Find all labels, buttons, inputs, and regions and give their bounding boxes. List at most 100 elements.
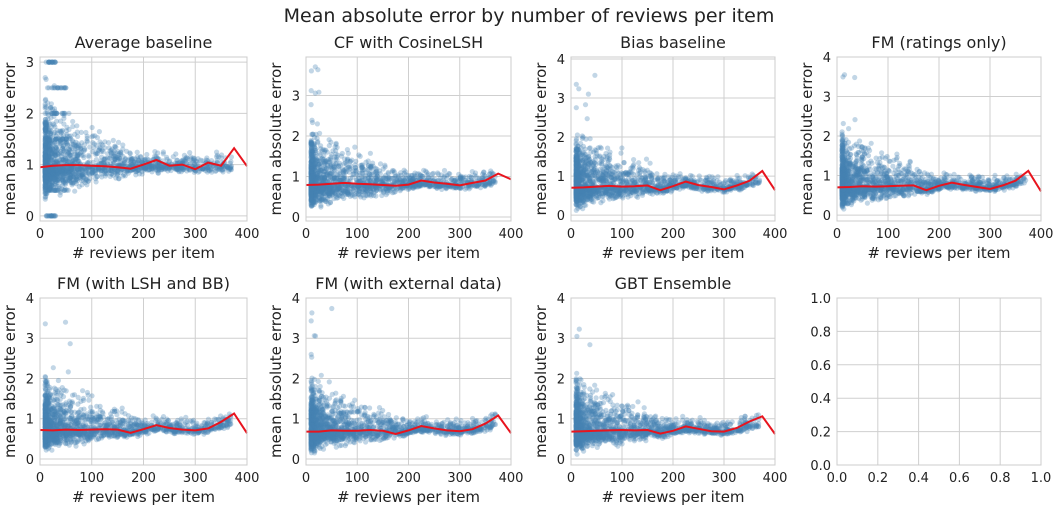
scatter-point [110,137,116,143]
scatter-point [42,101,48,107]
scatter-point [42,169,49,176]
scatter-point [51,131,57,137]
scatter-point [44,146,50,152]
scatter-point [42,169,49,175]
scatter-point [109,152,115,159]
scatter-point [42,178,48,184]
scatter-cloud [308,64,498,210]
scatter-point [42,142,48,148]
scatter-point [78,172,84,179]
scatter-point [160,151,166,157]
scatter-point [101,160,107,167]
scatter-point [134,149,140,155]
scatter-point [607,152,613,158]
figure-title: Mean absolute error by number of reviews… [284,5,775,27]
x-tick-label: 400 [499,227,524,242]
scatter-point [45,100,51,106]
scatter-point [647,160,653,166]
scatter-point [94,151,100,157]
scatter-point [605,145,611,151]
scatter-point [359,164,365,170]
scatter-point [57,128,63,134]
scatter-point [43,169,49,175]
y-axis-label: mean absolute error [267,62,285,216]
scatter-point [60,171,66,177]
scatter-point [98,171,105,177]
scatter-point [60,157,66,164]
scatter-point [308,164,314,170]
scatter-point [69,169,75,175]
scatter-point [83,129,89,136]
scatter-point [89,149,95,155]
scatter-point [43,96,49,102]
scatter-point [84,182,90,188]
scatter-point [327,200,333,206]
scatter-point [401,178,407,184]
scatter-point [48,177,54,183]
scatter-point [72,188,78,194]
scatter-point [161,166,167,172]
scatter-point [42,177,48,183]
scatter-point [573,81,579,87]
scatter-point [365,158,371,164]
scatter-point [92,176,99,182]
scatter-point [57,138,63,145]
scatter-point [111,159,117,165]
scatter-point [49,145,55,152]
scatter-point [87,166,93,172]
scatter-point [488,168,494,174]
scatter-point [219,152,225,158]
scatter-cloud [573,72,763,213]
scatter-point [46,158,53,164]
scatter-point [322,190,328,196]
scatter-point [337,162,343,168]
scatter-point [42,143,48,149]
scatter-point [68,167,74,173]
scatter-point [425,174,432,181]
scatter-point [441,167,448,174]
scatter-point [113,144,119,150]
scatter-point [128,156,134,163]
scatter-point [44,155,50,161]
scatter-point [175,166,181,172]
scatter-point [43,157,49,163]
scatter-point [48,132,54,138]
scatter-point [86,152,92,158]
scatter-point [43,131,49,137]
scatter-point [51,85,57,91]
scatter-point [47,134,53,140]
scatter-point [194,159,200,165]
scatter-point [696,173,702,179]
scatter-point [98,160,104,166]
scatter-point [420,173,426,179]
scatter-point [105,140,112,146]
scatter-point [42,182,48,188]
scatter-point [590,168,596,174]
scatter-point [62,169,68,175]
scatter-point [42,166,49,172]
scatter-point [62,168,68,174]
scatter-point [319,148,325,154]
scatter-point [87,144,93,150]
scatter-point [42,128,49,134]
scatter-point [86,154,92,160]
scatter-point [93,179,99,185]
scatter-point [584,116,590,122]
scatter-point [104,160,111,167]
scatter-point [42,116,49,123]
scatter-point [89,170,95,177]
scatter-point [42,97,48,103]
scatter-point [327,156,333,162]
scatter-point [142,165,148,171]
scatter-point [373,193,379,199]
scatter-point [58,142,64,148]
scatter-point [56,185,62,191]
scatter-point [48,213,55,219]
y-tick-label: 2 [26,107,34,122]
scatter-point [54,177,60,183]
scatter-point [139,171,145,177]
scatter-point [43,176,49,182]
